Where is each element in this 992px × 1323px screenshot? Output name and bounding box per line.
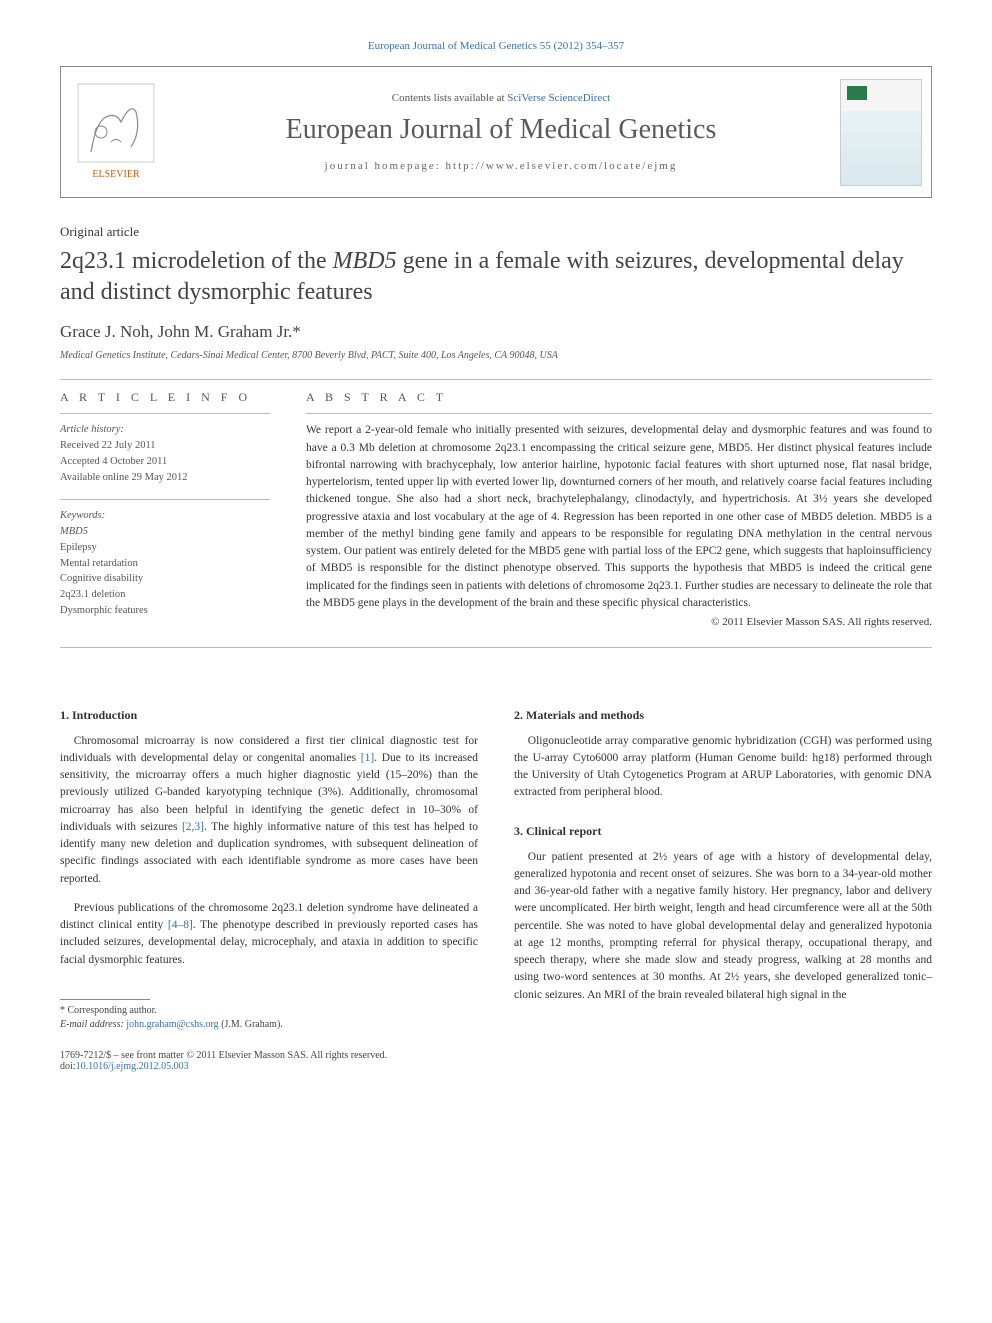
issn-line: 1769-7212/$ – see front matter © 2011 El… — [60, 1050, 478, 1061]
accepted-date: Accepted 4 October 2011 — [60, 454, 270, 470]
article-title: 2q23.1 microdeletion of the MBD5 gene in… — [60, 246, 932, 308]
history-label: Article history: — [60, 422, 270, 438]
received-date: Received 22 July 2011 — [60, 438, 270, 454]
doi-link[interactable]: 10.1016/j.ejmg.2012.05.003 — [76, 1061, 189, 1072]
intro-para-1: Chromosomal microarray is now considered… — [60, 733, 478, 888]
keyword: 2q23.1 deletion — [60, 587, 270, 603]
right-column: 2. Materials and methods Oligonucleotide… — [514, 708, 932, 1032]
left-column: 1. Introduction Chromosomal microarray i… — [60, 708, 478, 1032]
keyword: Dysmorphic features — [60, 603, 270, 619]
title-pre: 2q23.1 microdeletion of the — [60, 248, 333, 274]
section-heading-introduction: 1. Introduction — [60, 708, 478, 723]
divider — [60, 379, 932, 380]
journal-cover-thumb — [831, 67, 931, 197]
affiliation: Medical Genetics Institute, Cedars-Sinai… — [60, 350, 932, 361]
keywords-label: Keywords: — [60, 508, 270, 524]
abstract-text: We report a 2-year-old female who initia… — [306, 422, 932, 612]
abstract-copyright: © 2011 Elsevier Masson SAS. All rights r… — [306, 616, 932, 628]
intro-para-2: Previous publications of the chromosome … — [60, 900, 478, 969]
article-info-heading: A R T I C L E I N F O — [60, 390, 270, 405]
abstract-heading: A B S T R A C T — [306, 390, 932, 405]
doi-label: doi: — [60, 1061, 76, 1072]
keyword: Mental retardation — [60, 556, 270, 572]
title-gene: MBD5 — [333, 248, 397, 274]
section-heading-methods: 2. Materials and methods — [514, 708, 932, 723]
online-date: Available online 29 May 2012 — [60, 470, 270, 486]
journal-homepage: journal homepage: http://www.elsevier.co… — [181, 160, 821, 172]
publisher-name: ELSEVIER — [92, 169, 140, 180]
email-line: E-mail address: john.graham@cshs.org (J.… — [60, 1018, 478, 1032]
citation-link[interactable]: [4–8] — [168, 919, 193, 931]
keyword: Cognitive disability — [60, 571, 270, 587]
sciencedirect-link[interactable]: SciVerse ScienceDirect — [507, 92, 610, 104]
contents-prefix: Contents lists available at — [392, 92, 507, 104]
contents-line: Contents lists available at SciVerse Sci… — [181, 92, 821, 104]
section-heading-clinical: 3. Clinical report — [514, 824, 932, 839]
footer-meta: 1769-7212/$ – see front matter © 2011 El… — [60, 1050, 478, 1072]
email-link[interactable]: john.graham@cshs.org — [126, 1019, 218, 1030]
email-label: E-mail address: — [60, 1019, 126, 1030]
methods-para-1: Oligonucleotide array comparative genomi… — [514, 733, 932, 802]
keyword: MBD5 — [60, 524, 270, 540]
footnote-rule — [60, 999, 150, 1000]
abstract-column: A B S T R A C T We report a 2-year-old f… — [306, 390, 932, 632]
publisher-logo: ELSEVIER — [61, 67, 171, 197]
journal-citation: European Journal of Medical Genetics 55 … — [60, 40, 932, 52]
clinical-para-1: Our patient presented at 2½ years of age… — [514, 849, 932, 1004]
email-suffix: (J.M. Graham). — [219, 1019, 283, 1030]
masthead: ELSEVIER Contents lists available at Sci… — [60, 66, 932, 198]
article-info-column: A R T I C L E I N F O Article history: R… — [60, 390, 270, 632]
keyword: Epilepsy — [60, 540, 270, 556]
citation-link[interactable]: [1] — [361, 752, 374, 764]
citation-link[interactable]: [2,3] — [182, 821, 204, 833]
article-type: Original article — [60, 224, 932, 240]
corresponding-author: * Corresponding author. — [60, 1004, 478, 1018]
authors: Grace J. Noh, John M. Graham Jr.* — [60, 322, 932, 342]
journal-title: European Journal of Medical Genetics — [181, 114, 821, 146]
